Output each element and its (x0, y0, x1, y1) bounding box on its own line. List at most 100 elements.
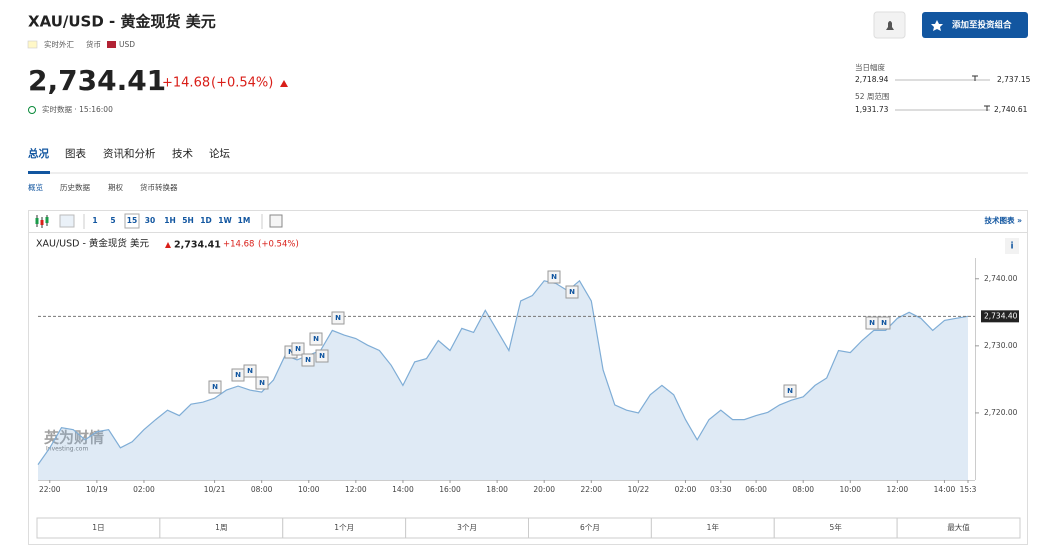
tab[interactable]: 总况 (28, 147, 49, 160)
x-tick-label: 10/19 (86, 485, 108, 494)
price-line (37, 279, 969, 465)
news-marker-label[interactable]: N (551, 273, 557, 281)
chart-title: XAU/USD - 黄金现货 美元 (36, 238, 149, 250)
x-tick-label: 10:00 (298, 485, 320, 494)
range-button-label[interactable]: 6个月 (580, 523, 600, 532)
news-marker-label[interactable]: N (247, 367, 253, 375)
news-marker-label[interactable]: N (313, 335, 319, 343)
range-button-label[interactable]: 1周 (215, 523, 227, 532)
tab[interactable]: 论坛 (209, 147, 230, 160)
x-tick-label: 15:3 (960, 485, 977, 494)
technical-chart-link[interactable]: 技术图表 » (985, 215, 1023, 225)
data-status: 实时数据 · 15:16:00 (42, 104, 113, 114)
chart-change-pct: (+0.54%) (258, 240, 299, 250)
info-label[interactable]: i (1010, 242, 1013, 252)
bell-icon (886, 21, 894, 30)
subtab[interactable]: 历史数据 (60, 182, 90, 192)
range-button-label[interactable]: 1日 (92, 523, 104, 532)
tab[interactable]: 图表 (65, 147, 86, 160)
interval[interactable]: 1W (218, 216, 232, 225)
news-marker[interactable] (301, 353, 315, 367)
chart-change: +14.68 (223, 240, 254, 250)
subtab[interactable]: 概览 (28, 182, 43, 192)
x-tick-label: 22:00 (39, 485, 61, 494)
area-icon[interactable] (59, 214, 75, 228)
interval[interactable]: 30 (145, 216, 155, 225)
interval[interactable]: 1M (238, 216, 251, 225)
week52-low: 1,931.73 (855, 105, 889, 114)
news-marker-label[interactable]: N (288, 348, 294, 356)
star-icon (931, 20, 943, 31)
range-button[interactable] (896, 517, 1021, 539)
news-marker-label[interactable]: N (319, 352, 325, 360)
add-portfolio-label[interactable]: 添加至投资组合 (952, 20, 1012, 31)
tab[interactable]: 技术 (172, 147, 193, 160)
news-marker[interactable] (565, 285, 579, 299)
news-marker[interactable] (208, 380, 222, 394)
x-tick-label: 10/22 (628, 485, 650, 494)
tab[interactable]: 资讯和分析 (103, 147, 156, 160)
news-marker-label[interactable]: N (869, 319, 875, 327)
info-button[interactable] (1005, 238, 1019, 254)
news-marker[interactable] (243, 364, 257, 378)
news-marker-label[interactable]: N (787, 387, 793, 395)
news-marker[interactable] (315, 349, 329, 363)
news-marker-label[interactable]: N (305, 356, 311, 364)
day-high: 2,737.15 (997, 75, 1031, 84)
interval[interactable]: 15 (127, 216, 137, 225)
news-marker[interactable] (255, 376, 269, 390)
range-button-label[interactable]: 5年 (830, 522, 843, 532)
up-arrow (165, 242, 171, 248)
news-marker[interactable] (309, 332, 323, 346)
range-button-label[interactable]: 1个月 (334, 523, 354, 532)
range-button-label[interactable]: 最大值 (947, 522, 970, 532)
price-change-pct: (+0.54%) (211, 76, 273, 91)
news-marker-label[interactable]: N (259, 379, 265, 387)
news-marker-label[interactable]: N (295, 345, 301, 353)
watermark-sub: Investing.com (46, 446, 88, 453)
settings-icon[interactable] (269, 214, 283, 228)
x-tick-label: 08:00 (251, 485, 273, 494)
news-marker-label[interactable]: N (335, 314, 341, 322)
area-fill (38, 280, 968, 480)
currency[interactable]: USD (119, 40, 135, 49)
interval[interactable]: 5H (182, 216, 194, 225)
interval[interactable]: 1H (164, 216, 176, 225)
day-range-label: 当日幅度 (855, 62, 885, 72)
news-marker[interactable] (547, 270, 561, 284)
interval[interactable]: 5 (110, 216, 115, 225)
subtab[interactable]: 货币转换器 (140, 182, 178, 192)
range-button-label[interactable]: 3个月 (457, 523, 477, 532)
news-marker-label[interactable]: N (569, 288, 575, 296)
y-tick-label: 2,730.00 (984, 341, 1018, 350)
market-status: 实时外汇 (44, 39, 74, 49)
candle-icon[interactable] (35, 215, 49, 228)
last-price-tag (981, 310, 1019, 323)
day-range-marker (972, 75, 978, 81)
x-tick-label: 18:00 (486, 485, 508, 494)
x-tick-label: 22:00 (580, 485, 602, 494)
day-low: 2,718.94 (855, 75, 889, 84)
active-tab-indicator (28, 171, 50, 174)
week52-label: 52 周范围 (855, 91, 889, 101)
page-title: XAU/USD - 黄金现货 美元 (28, 13, 216, 31)
range-button-label[interactable]: 1年 (707, 522, 720, 532)
interval[interactable]: 1D (200, 216, 211, 225)
week52-marker (984, 105, 990, 111)
news-marker[interactable] (331, 311, 345, 325)
news-marker[interactable] (291, 342, 305, 356)
add-portfolio-button[interactable] (922, 12, 1028, 38)
interval[interactable]: 1 (92, 216, 97, 225)
clock-icon (28, 106, 36, 114)
active-interval (124, 213, 140, 229)
subtab[interactable]: 期权 (108, 182, 123, 192)
news-marker-label[interactable]: N (235, 371, 241, 379)
week52-high: 2,740.61 (994, 105, 1028, 114)
status-icon (27, 40, 38, 49)
x-tick-label: 14:00 (934, 485, 956, 494)
flag-icon (107, 41, 116, 48)
news-marker[interactable] (877, 316, 891, 330)
news-marker[interactable] (783, 384, 797, 398)
news-marker-label[interactable]: N (212, 383, 218, 391)
news-marker-label[interactable]: N (881, 319, 887, 327)
